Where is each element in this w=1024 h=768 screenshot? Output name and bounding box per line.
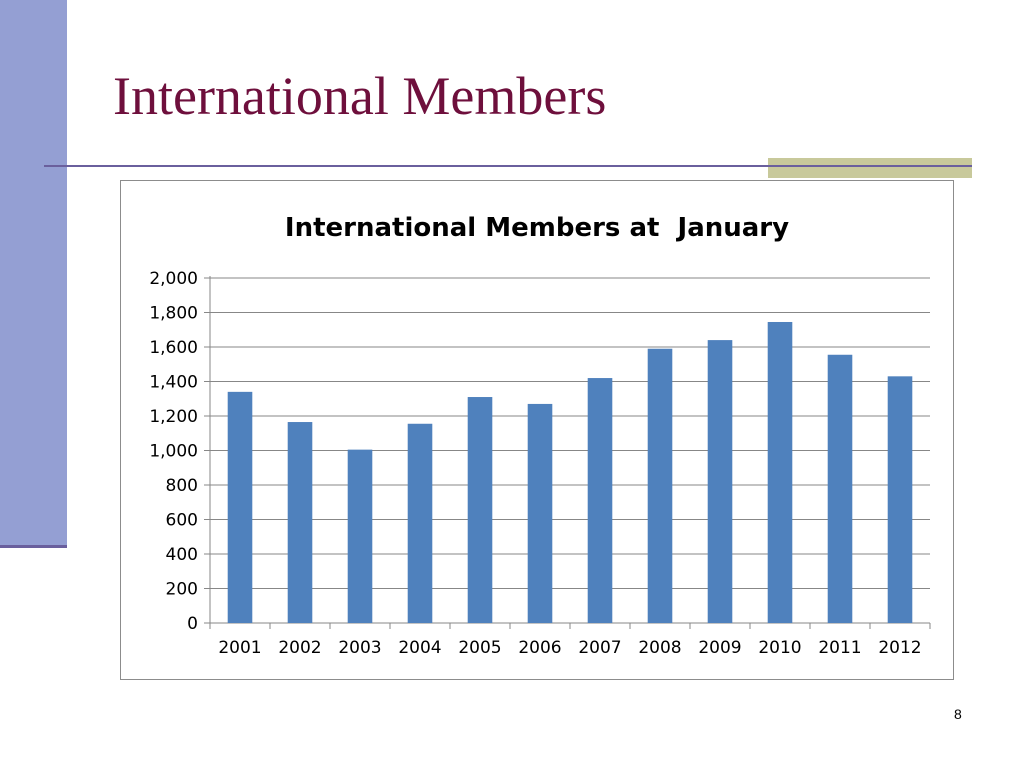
gridlines <box>210 277 930 589</box>
y-tick-labels: 0 200 400 600 800 1,000 1,200 1,400 1,600 1,800 2,… <box>149 269 198 634</box>
x-tick-label: 2012 <box>878 638 921 658</box>
x-tick-label: 2008 <box>638 638 681 658</box>
x-tick-label: 2004 <box>398 638 441 658</box>
y-tick-label: 1,600 <box>149 338 198 358</box>
chart-frame: International Members at January 0 200 400… <box>120 180 954 680</box>
slide-title: International Members <box>113 66 607 126</box>
y-tick-label: 2,000 <box>149 269 198 289</box>
accent-block <box>768 158 972 178</box>
bar-chart: International Members at January 0 200 400… <box>149 213 931 658</box>
x-tick-label: 2003 <box>338 638 381 658</box>
x-tick-label: 2011 <box>818 638 861 658</box>
x-tick-label: 2009 <box>698 638 741 658</box>
y-tick-label: 1,000 <box>149 442 198 462</box>
sidebar-decoration <box>0 0 67 548</box>
page-number: 8 <box>954 706 962 722</box>
bar-2002 <box>287 422 313 623</box>
bar-2007 <box>587 378 613 623</box>
x-tick-label: 2006 <box>518 638 561 658</box>
bar-2003 <box>347 449 373 623</box>
x-tick-label: 2010 <box>758 638 801 658</box>
y-tick-label: 1,200 <box>149 407 198 427</box>
y-tick-label: 1,400 <box>149 373 198 393</box>
y-tick-label: 0 <box>187 614 198 634</box>
y-tick-label: 1,800 <box>149 304 198 324</box>
axes <box>204 276 931 629</box>
bar-2011 <box>827 354 853 623</box>
bar-2005 <box>467 397 493 623</box>
bar-2008 <box>647 348 673 623</box>
x-tick-label: 2005 <box>458 638 501 658</box>
x-tick-label: 2001 <box>218 638 261 658</box>
bar-2004 <box>407 423 433 623</box>
bar-2012 <box>887 376 913 623</box>
bar-2006 <box>527 403 553 623</box>
y-tick-label: 400 <box>166 545 198 565</box>
y-tick-label: 800 <box>166 476 198 496</box>
bar-2010 <box>767 321 793 623</box>
y-tick-label: 200 <box>166 580 198 600</box>
chart-title: International Members at January <box>285 213 789 243</box>
x-tick-labels: 2001 2002 2003 2004 2005 2006 2007 2008 2009 2010… <box>218 638 921 658</box>
y-tick-label: 600 <box>166 511 198 531</box>
title-rule <box>44 165 972 167</box>
accent-line <box>768 165 972 167</box>
bars <box>227 321 913 623</box>
x-tick-label: 2007 <box>578 638 621 658</box>
bar-2009 <box>707 340 733 623</box>
x-tick-label: 2002 <box>278 638 321 658</box>
bar-2001 <box>227 391 253 623</box>
